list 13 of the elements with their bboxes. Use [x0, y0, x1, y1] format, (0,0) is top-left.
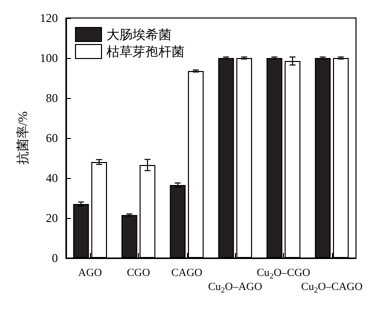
y-axis-title: 抗菌率/% [15, 111, 30, 165]
y-tick-label: 0 [52, 251, 58, 265]
y-tick-label: 40 [46, 171, 58, 185]
y-tick-label: 60 [46, 131, 58, 145]
y-tick-label: 20 [46, 211, 58, 225]
legend-label: 大肠埃希菌 [106, 27, 172, 42]
x-tick-label: CGO [126, 267, 150, 279]
y-tick-label: 120 [40, 11, 58, 25]
x-tick-label: CAGO [171, 267, 202, 279]
y-tick-label: 80 [46, 91, 58, 105]
x-tick-label: AGO [78, 267, 102, 279]
y-tick-label: 100 [40, 51, 58, 65]
legend-label: 枯草芽孢杆菌 [106, 44, 184, 59]
